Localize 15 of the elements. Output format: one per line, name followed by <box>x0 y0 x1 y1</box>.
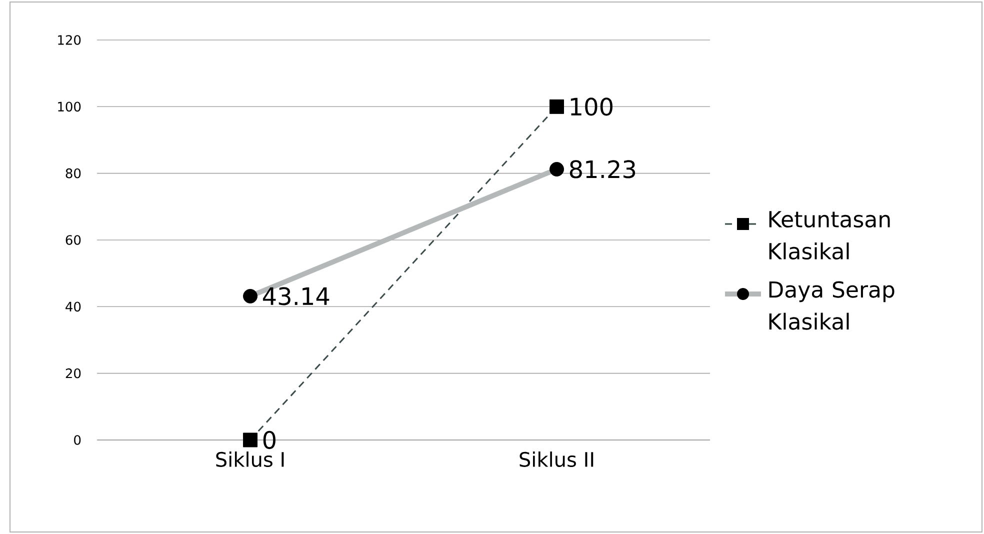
y-tick-label: 40 <box>66 302 81 312</box>
legend-label: Daya Serap Klasikal <box>769 281 894 330</box>
y-tick-label: 120 <box>58 35 81 45</box>
y-tick-label: 20 <box>66 368 81 378</box>
y-tick-label: 0 <box>74 435 81 445</box>
data-label: 43.14 <box>262 287 330 306</box>
y-tick-label: 80 <box>66 168 81 178</box>
y-tick-label: 60 <box>66 235 81 245</box>
x-tick-label: Siklus II <box>520 452 594 467</box>
legend-label: Ketuntasan Klasikal <box>769 211 890 260</box>
data-label: 0 <box>263 430 276 450</box>
data-label: 100 <box>570 98 612 116</box>
x-tick-label: Siklus I <box>216 452 284 467</box>
data-label: 81.23 <box>570 160 636 178</box>
y-tick-label: 100 <box>58 102 81 112</box>
